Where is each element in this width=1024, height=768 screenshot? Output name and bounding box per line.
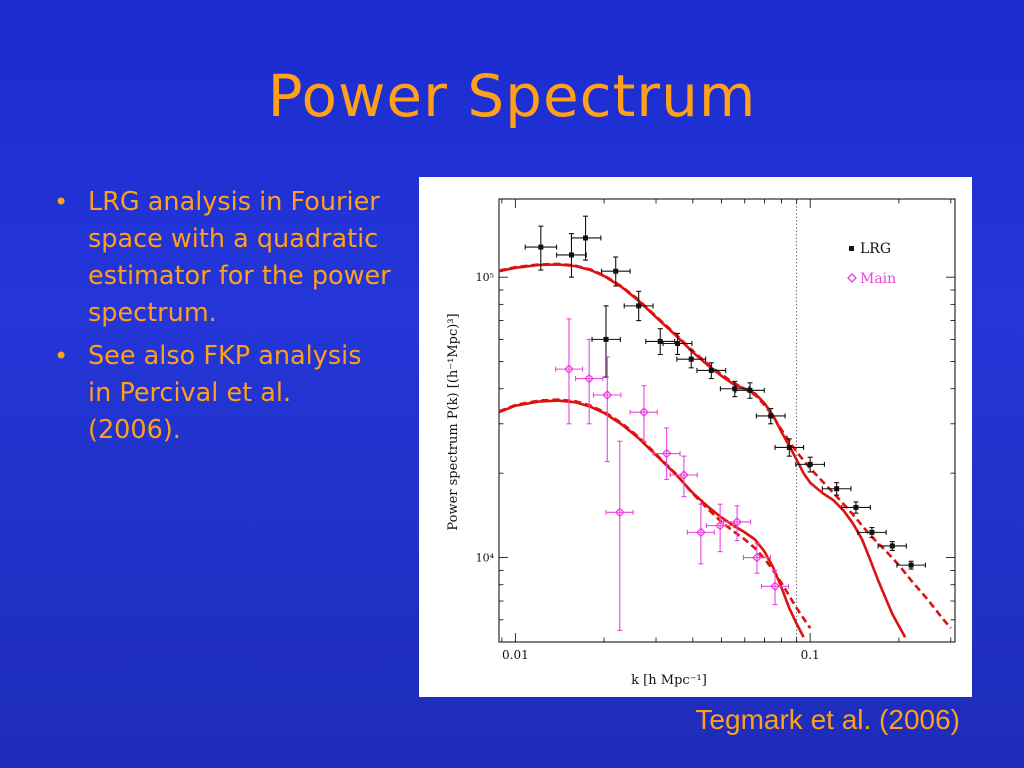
data-point-lrg	[821, 482, 852, 496]
data-point-lrg	[755, 407, 786, 425]
marker-square	[889, 543, 895, 549]
y-tick-label: 10⁴	[476, 552, 495, 565]
model-curve-lrg-solid	[499, 263, 907, 638]
data-point-main	[669, 455, 698, 498]
data-point-lrg	[719, 380, 750, 398]
data-point-lrg	[877, 541, 907, 552]
marker-diamond	[770, 581, 780, 592]
x-axis-label: k [h Mpc⁻¹]	[631, 673, 707, 688]
data-point-lrg	[556, 233, 587, 278]
bullet-list: LRG analysis in Fourier space with a qua…	[46, 184, 391, 455]
legend: LRG Main	[847, 241, 896, 287]
x-tick-label: 0.01	[502, 648, 529, 662]
marker-square	[869, 529, 875, 535]
citation-credit: Tegmark et al. (2006)	[695, 704, 960, 735]
data-point-main	[629, 385, 658, 442]
power-spectrum-chart: 0.01 0.1 10⁴ 10⁵ LRG Main k [h Mpc⁻¹] Power…	[446, 198, 956, 688]
data-point-lrg	[645, 328, 676, 356]
marker-square	[786, 444, 792, 450]
data-point-lrg	[676, 349, 707, 369]
marker-square	[708, 367, 714, 373]
data-point-lrg	[696, 362, 727, 380]
data-point-main	[605, 440, 634, 631]
y-tick-label: 10⁵	[476, 271, 494, 284]
plot-frame	[498, 198, 956, 643]
model-curve-main-solid	[499, 399, 805, 638]
data-point-main	[705, 503, 735, 553]
marker-diamond	[602, 390, 613, 400]
y-axis-label: Power spectrum P(k) [(h⁻¹Mpc)³]	[446, 313, 461, 530]
marker-square	[853, 504, 859, 510]
marker-square	[807, 461, 813, 467]
data-point-lrg	[841, 501, 871, 514]
legend-marker-main	[847, 273, 857, 283]
marker-square	[675, 341, 681, 347]
legend-label-main: Main	[860, 271, 896, 287]
data-point-lrg	[524, 225, 558, 271]
x-tick-label: 0.1	[801, 648, 820, 662]
data-point-lrg	[774, 438, 805, 457]
marker-diamond	[661, 448, 672, 459]
marker-diamond	[715, 520, 726, 531]
data-point-lrg	[623, 290, 654, 322]
data-point-main	[555, 318, 584, 425]
marker-square	[603, 336, 609, 342]
data-point-lrg	[896, 560, 926, 570]
data-point-main	[722, 505, 752, 542]
data-point-main	[592, 356, 622, 463]
marker-square	[538, 244, 544, 250]
marker-diamond	[564, 364, 574, 375]
marker-square	[568, 252, 574, 258]
marker-diamond	[614, 507, 625, 518]
marker-square	[613, 268, 619, 274]
data-point-lrg	[570, 215, 602, 261]
data-point-lrg	[600, 256, 631, 287]
slide-title: Power Spectrum	[267, 62, 757, 130]
data-point-lrg	[795, 456, 825, 473]
marker-square	[657, 338, 663, 344]
marker-square	[688, 356, 694, 362]
marker-square	[768, 413, 774, 419]
legend-marker-lrg	[849, 246, 854, 251]
marker-diamond	[678, 470, 689, 480]
data-point-lrg	[857, 526, 887, 538]
marker-diamond	[639, 407, 649, 418]
bullet-item: See also FKP analysis in Percival et al.…	[46, 338, 391, 449]
data-point-lrg	[662, 332, 693, 356]
data-point-main	[742, 543, 771, 574]
bullet-item: LRG analysis in Fourier space with a qua…	[46, 184, 391, 332]
data-point-main	[760, 569, 789, 606]
data-point-lrg	[591, 305, 621, 378]
model-curve-lrg-dashed	[499, 262, 952, 630]
marker-square	[732, 386, 738, 392]
data-point-lrg	[735, 382, 765, 399]
marker-diamond	[695, 527, 706, 538]
marker-square	[834, 486, 840, 492]
marker-square	[636, 303, 642, 309]
marker-diamond	[584, 373, 595, 384]
data-point-main	[652, 427, 681, 480]
marker-square	[908, 562, 914, 568]
model-curve-main-dashed	[499, 398, 812, 629]
legend-label-lrg: LRG	[860, 241, 891, 257]
marker-diamond	[752, 552, 762, 563]
marker-square	[747, 387, 753, 393]
data-point-main	[574, 338, 604, 425]
power-spectrum-figure: 0.01 0.1 10⁴ 10⁵ LRG Main k [h Mpc⁻¹] Power…	[419, 177, 972, 697]
data-point-main	[686, 503, 715, 565]
marker-square	[583, 235, 589, 241]
marker-diamond	[732, 517, 742, 527]
